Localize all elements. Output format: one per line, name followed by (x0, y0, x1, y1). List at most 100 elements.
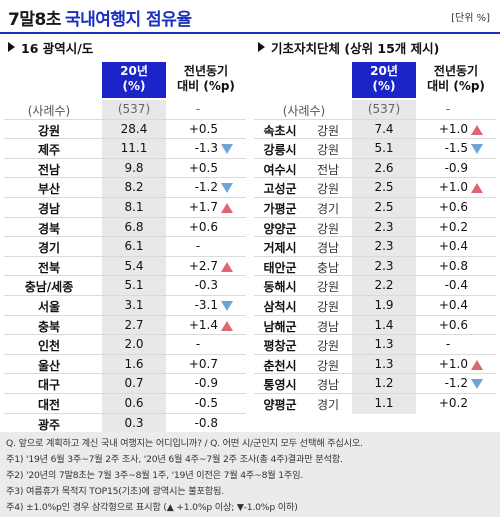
row-label: 가평군 (263, 202, 297, 216)
yoy-marker (471, 359, 483, 370)
table-row: 경남 8.1 +1.7 (4, 198, 246, 217)
share-value: 2.3 (374, 258, 394, 273)
table-row: 양양군 강원 2.3 +0.2 (254, 218, 496, 237)
row-separator (254, 138, 496, 140)
province-table-title: 16 광역시/도 (4, 38, 246, 58)
share-value: 3.1 (124, 298, 144, 312)
increase-triangle-icon (471, 124, 483, 135)
share-value: 2.7 (124, 317, 144, 332)
row-separator (4, 216, 246, 218)
share-value: 5.4 (124, 258, 144, 273)
row-label: 경남 (37, 202, 61, 216)
unit-label: [단위 %] (451, 13, 490, 24)
row-separator (4, 334, 246, 336)
row-province: 강원 (316, 182, 340, 197)
row-separator (254, 275, 496, 277)
yoy-value: +1.0 (438, 180, 468, 195)
share-column-header: 20년 (%) (102, 62, 166, 98)
yoy-value: -0.9 (194, 376, 218, 391)
row-separator (4, 118, 246, 120)
sample-size-row: (사례수) (537) - (4, 100, 246, 119)
table-row: 가평군 경기 2.5 +0.6 (254, 198, 496, 217)
table-row: 거제시 경남 2.3 +0.4 (254, 237, 496, 256)
share-value: 1.9 (374, 298, 394, 312)
row-separator (4, 295, 246, 296)
yoy-value: +1.0 (438, 121, 468, 136)
footnote-3: 주3) 여름휴가 목적지 TOP15(기초)에 광역시는 불포함됨. (6, 486, 224, 497)
row-separator (4, 353, 246, 355)
table-row: 통영시 경남 1.2 -1.2 (254, 374, 496, 393)
header: 7말8초 국내여행지 점유율 [단위 %] (0, 0, 500, 34)
row-separator (254, 255, 496, 257)
row-separator (254, 314, 496, 316)
share-value: 1.3 (374, 337, 394, 352)
footnote-1: 주1) '19년 6월 3주~7월 2주 조사, '20년 6월 4주~7월 2… (6, 454, 343, 465)
yoy-value: +0.4 (438, 298, 468, 312)
row-label: 속초시 (263, 123, 297, 138)
yoy-marker (471, 124, 483, 135)
share-value: 0.7 (124, 376, 144, 391)
share-value: 2.5 (374, 180, 394, 195)
table-row: 경기 6.1 - (4, 237, 246, 256)
yoy-value: +0.8 (438, 258, 468, 273)
yoy-value: -0.3 (194, 278, 218, 293)
table-row: 고성군 강원 2.5 +1.0 (254, 178, 496, 197)
row-separator (4, 373, 246, 375)
row-province: 강원 (316, 300, 340, 314)
table-row: 대구 0.7 -0.9 (4, 374, 246, 393)
table-row: 대전 0.6 -0.5 (4, 394, 246, 413)
row-label: 전북 (37, 260, 61, 275)
share-value: 1.1 (374, 396, 394, 410)
share-value: 2.3 (374, 219, 394, 234)
table-row: 여수시 전남 2.6 -0.9 (254, 159, 496, 178)
table-row: 태안군 충남 2.3 +0.8 (254, 257, 496, 276)
row-label: 동해시 (263, 280, 297, 295)
row-province: 경남 (316, 319, 340, 334)
yoy-marker (221, 320, 233, 331)
share-value: 0.3 (124, 415, 144, 430)
yoy-marker (471, 143, 483, 155)
increase-triangle-icon (471, 183, 483, 194)
share-value: 9.8 (124, 160, 144, 175)
row-separator (254, 353, 496, 355)
row-label: 인천 (37, 339, 61, 354)
yoy-marker (221, 143, 233, 155)
yoy-value: +0.6 (188, 219, 218, 234)
row-province: 강원 (316, 280, 340, 295)
yoy-marker (471, 182, 483, 194)
share-value: 2.2 (374, 278, 394, 293)
yoy-marker (221, 261, 233, 272)
table-row: 제주 11.1 -1.3 (4, 139, 246, 158)
row-label: 고성군 (263, 182, 297, 197)
table-row: 춘천시 강원 1.3 +1.0 (254, 355, 496, 374)
yoy-marker (471, 378, 483, 390)
share-value: 1.6 (124, 356, 144, 371)
table-row: 동해시 강원 2.2 -0.4 (254, 276, 496, 295)
row-separator (254, 157, 496, 159)
yoy-value: +1.4 (188, 317, 218, 332)
row-label: 여수시 (263, 162, 297, 177)
row-separator (254, 334, 496, 336)
share-value: 6.8 (124, 219, 144, 234)
row-province: 경기 (316, 202, 340, 216)
decrease-triangle-icon (471, 379, 483, 390)
row-province: 강원 (316, 221, 340, 236)
yoy-value: +0.5 (188, 160, 218, 175)
sample-size-label: (사례수) (27, 104, 71, 118)
bullet-triangle-icon (8, 42, 15, 52)
row-separator (254, 177, 496, 179)
table-row: 서울 3.1 -3.1 (4, 296, 246, 315)
row-province: 강원 (316, 358, 340, 373)
row-separator (4, 393, 246, 394)
row-label: 경기 (37, 241, 61, 256)
row-label: 평창군 (263, 339, 297, 354)
footnote-4: 주4) ±1.0%p인 경우 삼각형으로 표시함 (▲ +1.0%p 이상; ▼… (6, 502, 298, 513)
table-row: 충북 2.7 +1.4 (4, 316, 246, 335)
yoy-value: +0.2 (438, 219, 468, 234)
row-separator (254, 118, 496, 120)
decrease-triangle-icon (221, 183, 233, 194)
decrease-triangle-icon (471, 144, 483, 155)
increase-triangle-icon (471, 359, 483, 370)
yoy-value: +1.0 (438, 356, 468, 371)
row-separator (254, 295, 496, 296)
